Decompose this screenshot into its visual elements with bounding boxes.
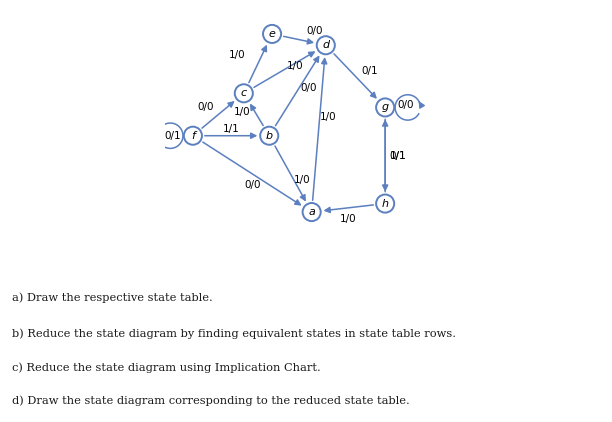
Text: 0/1: 0/1 xyxy=(390,151,406,160)
Text: d) Draw the state diagram corresponding to the reduced state table.: d) Draw the state diagram corresponding … xyxy=(12,395,410,406)
Text: 1/0: 1/0 xyxy=(228,50,245,60)
Text: 1/0: 1/0 xyxy=(293,175,310,184)
Text: 1/0: 1/0 xyxy=(234,107,251,116)
Text: d: d xyxy=(323,40,329,50)
Text: a: a xyxy=(308,207,315,217)
Circle shape xyxy=(302,203,321,221)
Text: 0/0: 0/0 xyxy=(306,26,323,36)
Circle shape xyxy=(263,25,281,43)
Text: b) Reduce the state diagram by finding equivalent states in state table rows.: b) Reduce the state diagram by finding e… xyxy=(12,329,456,339)
Text: c) Reduce the state diagram using Implication Chart.: c) Reduce the state diagram using Implic… xyxy=(12,362,321,373)
Circle shape xyxy=(376,98,394,116)
Text: 0/0: 0/0 xyxy=(300,83,317,93)
Text: 0/1: 0/1 xyxy=(361,66,378,76)
Circle shape xyxy=(235,84,253,103)
Text: 1/0: 1/0 xyxy=(320,112,337,122)
Text: b: b xyxy=(266,131,273,141)
Text: 0/0: 0/0 xyxy=(244,180,261,190)
Text: f: f xyxy=(191,131,195,141)
Text: c: c xyxy=(241,88,247,98)
Text: 0/0: 0/0 xyxy=(397,100,414,110)
Text: 0/0: 0/0 xyxy=(198,103,214,112)
Circle shape xyxy=(317,36,335,54)
Circle shape xyxy=(184,127,202,145)
Circle shape xyxy=(376,195,394,213)
Text: 1/0: 1/0 xyxy=(287,62,304,71)
Circle shape xyxy=(260,127,278,145)
Text: 1/0: 1/0 xyxy=(340,214,357,224)
Text: e: e xyxy=(269,29,275,39)
Text: a) Draw the respective state table.: a) Draw the respective state table. xyxy=(12,292,213,303)
Text: h: h xyxy=(382,199,389,208)
Text: 0/1: 0/1 xyxy=(164,131,181,141)
Text: 1/1: 1/1 xyxy=(389,151,406,160)
Text: 1/1: 1/1 xyxy=(223,124,239,134)
Text: g: g xyxy=(382,103,389,112)
